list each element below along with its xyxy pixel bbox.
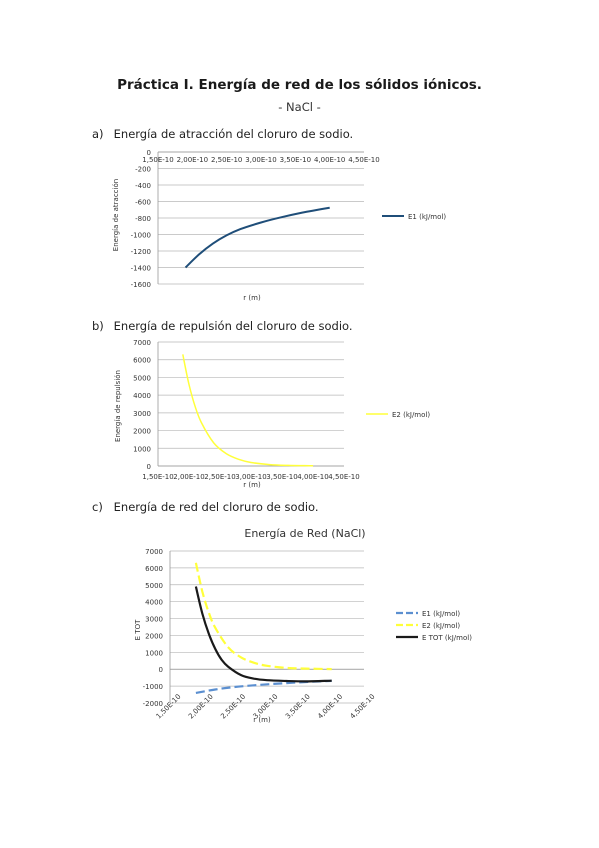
y-tick-label: 3000 [145, 616, 163, 624]
x-tick-label: 2,50E-10 [211, 156, 242, 164]
y-tick-label: -2000 [143, 700, 163, 708]
y-axis-title: Energía de repulsión [114, 370, 122, 442]
section-a-text: Energía de atracción del cloruro de sodi… [113, 127, 354, 141]
x-tick-label: 4,50E-10 [328, 473, 359, 481]
x-axis-title: r (m) [243, 294, 261, 302]
section-b-text: Energía de repulsión del cloruro de sodi… [113, 319, 353, 333]
y-axis-title: Energía de atracción [112, 179, 120, 251]
series-line-1 [182, 354, 314, 467]
series-line-3 [194, 586, 332, 683]
section-c-heading: c) Energía de red del cloruro de sodio. [92, 500, 319, 514]
y-tick-label: 6000 [145, 565, 163, 573]
legend-label: E1 (kJ/mol) [422, 610, 460, 618]
x-tick-label: 2,00E-10 [177, 156, 208, 164]
y-tick-label: 2000 [133, 428, 151, 436]
y-tick-label: -1600 [131, 281, 151, 289]
series-line-1 [184, 206, 330, 269]
x-tick-label: 1,50E-10 [142, 473, 173, 481]
x-tick-label: 2,50E-10 [204, 473, 235, 481]
y-tick-label: 7000 [145, 548, 163, 556]
y-tick-label: -1200 [131, 248, 151, 256]
y-tick-label: 5000 [133, 374, 151, 382]
y-tick-label: -1000 [143, 683, 163, 691]
section-a-heading: a) Energía de atracción del cloruro de s… [92, 127, 353, 141]
legend-label: E TOT (kJ/mol) [422, 634, 472, 642]
x-axis-title: r (m) [243, 481, 261, 489]
x-tick-label: 4,00E-10 [314, 156, 345, 164]
x-tick-label: 2,50E-10 [219, 693, 247, 721]
section-c-label: c) [92, 500, 103, 514]
y-tick-label: 0 [147, 463, 151, 471]
x-tick-label: 3,00E-10 [245, 156, 276, 164]
y-tick-label: 1000 [133, 445, 151, 453]
y-tick-label: 4000 [133, 392, 151, 400]
y-tick-label: 6000 [133, 357, 151, 365]
legend-label: E2 (kJ/mol) [392, 411, 430, 419]
x-tick-label: 3,50E-10 [280, 156, 311, 164]
y-tick-label: -1400 [131, 265, 151, 273]
y-tick-label: 7000 [133, 339, 151, 347]
legend-label: E2 (kJ/mol) [422, 622, 460, 630]
y-tick-label: 4000 [145, 599, 163, 607]
x-tick-label: 2,00E-10 [173, 473, 204, 481]
x-tick-label: 2,00E-10 [187, 693, 215, 721]
x-tick-label: 4,50E-10 [348, 156, 379, 164]
y-tick-label: 2000 [145, 632, 163, 640]
series-line-2 [194, 562, 332, 671]
x-tick-label: 1,50E-10 [142, 156, 173, 164]
y-tick-label: -400 [135, 182, 151, 190]
y-axis-title: E TOT [134, 619, 142, 640]
legend-label: E1 (kJ/mol) [408, 213, 446, 221]
section-c-text: Energía de red del cloruro de sodio. [113, 500, 319, 514]
y-tick-label: -200 [135, 166, 151, 174]
y-tick-label: 0 [147, 149, 151, 157]
x-tick-label: 3,00E-10 [235, 473, 266, 481]
section-a-label: a) [92, 127, 104, 141]
y-tick-label: -800 [135, 215, 151, 223]
y-tick-label: -1000 [131, 232, 151, 240]
series-line-1 [195, 679, 332, 694]
x-tick-label: 4,50E-10 [349, 693, 377, 721]
x-tick-label: 4,00E-10 [297, 473, 328, 481]
y-tick-label: 3000 [133, 410, 151, 418]
section-b-label: b) [92, 319, 104, 333]
y-tick-label: 5000 [145, 582, 163, 590]
y-tick-label: 0 [159, 666, 163, 674]
chart-title: Energía de Red (NaCl) [244, 527, 365, 540]
y-tick-label: 1000 [145, 649, 163, 657]
x-axis-title: r (m) [253, 716, 271, 724]
document-subtitle: - NaCl - [278, 100, 321, 114]
x-tick-label: 4,00E-10 [316, 693, 344, 721]
y-tick-label: -600 [135, 199, 151, 207]
x-tick-label: 3,50E-10 [284, 693, 312, 721]
document-title: Práctica I. Energía de red de los sólido… [117, 77, 482, 93]
x-tick-label: 3,50E-10 [266, 473, 297, 481]
section-b-heading: b) Energía de repulsión del cloruro de s… [92, 319, 353, 333]
